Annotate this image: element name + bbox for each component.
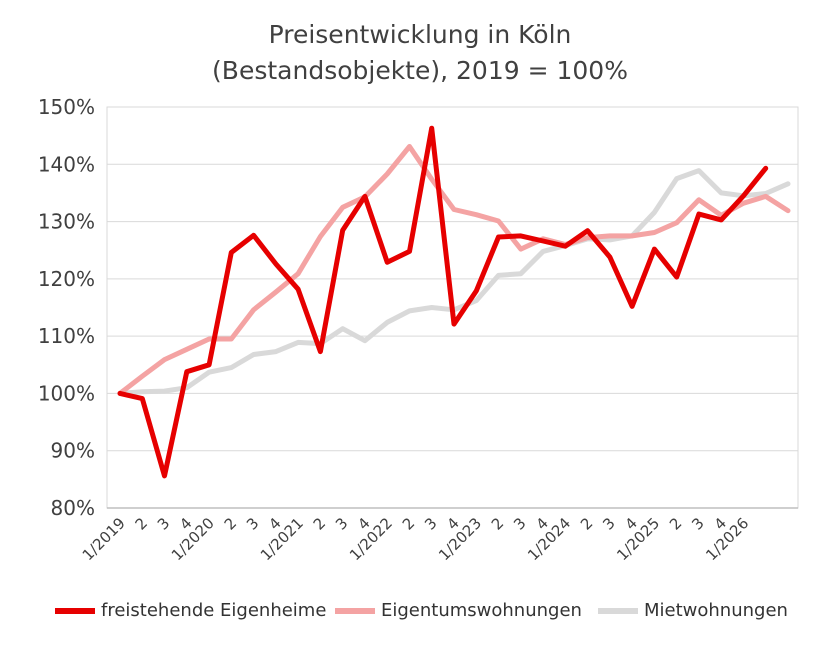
x-tick-label: 2 <box>132 514 151 533</box>
x-tick-label: 3 <box>421 514 440 533</box>
chart-title: Preisentwicklung in Köln <box>268 20 572 49</box>
x-tick-label: 3 <box>510 514 529 533</box>
x-axis: 1/2019 2 3 41/2020 2 3 41/2021 2 3 41/2022 2 3 41/20… <box>79 514 753 564</box>
x-tick-label: 2 <box>310 514 329 533</box>
legend-swatch-mietwohnungen <box>598 607 638 614</box>
legend: freistehende Eigenheime Eigentumswohnung… <box>0 600 840 630</box>
y-tick-label: 130% <box>38 210 95 234</box>
x-tick-label: 2 <box>577 514 596 533</box>
y-tick-label: 80% <box>51 496 95 520</box>
x-tick-label: 3 <box>599 514 618 533</box>
legend-item-eigenheime: freistehende Eigenheime <box>55 600 326 621</box>
x-tick-label: 1/2020 <box>168 514 218 564</box>
x-tick-label: 2 <box>221 514 240 533</box>
y-tick-label: 100% <box>38 381 95 405</box>
y-tick-label: 110% <box>38 324 95 348</box>
y-tick-label: 120% <box>38 267 95 291</box>
x-tick-label: 1/2025 <box>613 514 663 564</box>
legend-swatch-eigentumswohnungen <box>335 607 375 614</box>
legend-label-mietwohnungen: Mietwohnungen <box>644 600 788 621</box>
legend-label-eigenheime: freistehende Eigenheime <box>101 600 327 621</box>
legend-item-eigentumswohnungen: Eigentumswohnungen <box>335 600 582 621</box>
x-tick-label: 3 <box>243 514 262 533</box>
x-tick-label: 1/2024 <box>524 514 574 564</box>
plot-area: 80%90%100%110%120%130%140%150% 1/2019 2 3 4… <box>38 95 799 564</box>
series-line-eigentumswohnungen <box>117 144 791 396</box>
series-lines <box>117 125 791 479</box>
y-axis: 80% 90% 100% 110% 120% 130% 140% 150% <box>38 95 95 520</box>
y-tick-label: 90% <box>51 439 95 463</box>
grid <box>106 106 799 509</box>
x-tick-label: 1/2022 <box>346 514 396 564</box>
y-tick-label: 140% <box>38 152 95 176</box>
x-tick-label: 2 <box>488 514 507 533</box>
x-tick-label: 1/2026 <box>702 514 752 564</box>
legend-item-mietwohnungen: Mietwohnungen <box>598 600 788 621</box>
x-tick-label: 3 <box>154 514 173 533</box>
x-tick-label: 3 <box>332 514 351 533</box>
legend-label-eigentumswohnungen: Eigentumswohnungen <box>381 600 582 621</box>
x-tick-label: 1/2023 <box>435 514 485 564</box>
x-tick-label: 1/2021 <box>257 514 307 564</box>
chart-subtitle: (Bestandsobjekte), 2019 = 100% <box>212 56 628 85</box>
legend-swatch-eigenheime <box>55 607 95 614</box>
series-line-mietwohnungen <box>117 168 791 396</box>
y-tick-label: 150% <box>38 95 95 119</box>
x-tick-label: 2 <box>666 514 685 533</box>
x-tick-label: 1/2019 <box>79 514 129 564</box>
x-tick-label: 2 <box>399 514 418 533</box>
series-line-freistehende-eigenheime <box>117 125 769 479</box>
x-tick-label: 3 <box>688 514 707 533</box>
